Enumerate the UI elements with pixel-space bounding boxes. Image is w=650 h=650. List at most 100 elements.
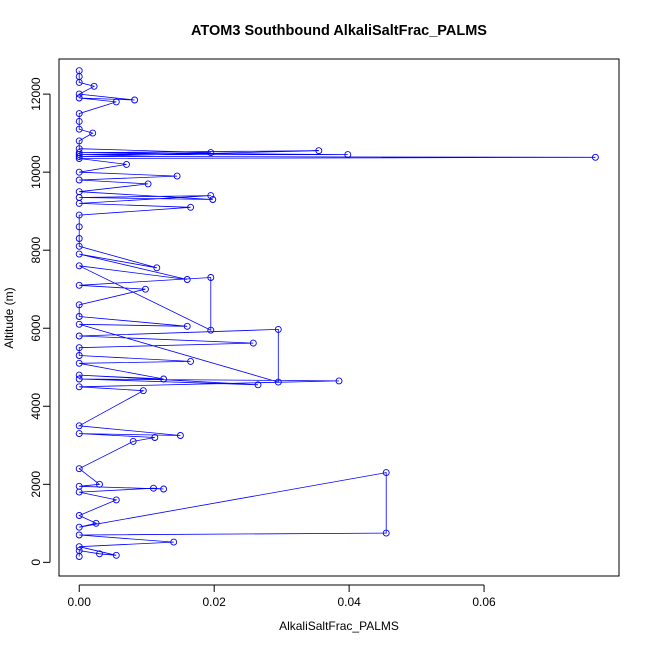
data-point — [75, 281, 83, 289]
series-layer — [75, 67, 599, 560]
data-point — [75, 223, 83, 231]
data-point — [75, 543, 83, 551]
y-tick-label: 2000 — [29, 471, 43, 498]
data-point — [75, 352, 83, 359]
data-point — [160, 375, 168, 383]
data-point — [75, 94, 83, 102]
data-point — [75, 242, 83, 250]
x-tick-label: 0.00 — [68, 595, 92, 609]
data-point — [75, 125, 83, 133]
data-point — [274, 325, 282, 333]
data-point — [254, 381, 262, 389]
data-point — [344, 151, 352, 159]
data-point — [315, 147, 323, 155]
data-point — [75, 547, 83, 555]
data-point — [139, 387, 147, 395]
data-point — [150, 484, 157, 492]
data-point — [92, 519, 100, 527]
data-point — [75, 145, 83, 153]
y-tick-label: 12000 — [29, 77, 43, 111]
data-point — [75, 430, 83, 438]
data-point — [183, 276, 191, 283]
x-axis-label: AlkaliSaltFrac_PALMS — [279, 619, 399, 633]
y-axis: 0 2000 4000 6000 8000 10000 12000 — [29, 77, 51, 566]
data-point — [75, 383, 83, 391]
data-point — [207, 274, 215, 281]
data-point — [90, 82, 98, 90]
data-point — [75, 211, 83, 219]
data-point — [75, 117, 83, 125]
data-point — [187, 357, 195, 365]
data-point — [187, 203, 195, 211]
y-tick-label: 6000 — [29, 315, 43, 342]
x-tick-label: 0.06 — [472, 595, 496, 609]
data-point — [274, 378, 282, 386]
x-tick-label: 0.02 — [203, 595, 227, 609]
chart-title: ATOM3 Southbound AlkaliSaltFrac_PALMS — [191, 23, 487, 39]
data-point — [170, 538, 178, 546]
data-point — [89, 129, 97, 137]
data-point — [75, 320, 83, 328]
plot-frame — [58, 58, 620, 577]
y-tick-label: 10000 — [29, 155, 43, 189]
y-axis-label: Altitude (m) — [2, 287, 16, 348]
data-point — [75, 332, 83, 340]
data-point — [129, 437, 137, 445]
data-point — [75, 67, 83, 75]
data-point — [591, 153, 599, 161]
data-point — [75, 482, 83, 490]
x-axis: 0.00 0.02 0.04 0.06 — [68, 584, 496, 609]
data-point — [141, 285, 149, 293]
data-point — [183, 322, 191, 330]
y-tick-label: 4000 — [29, 393, 43, 420]
data-point — [75, 235, 83, 242]
y-tick-label: 8000 — [29, 237, 43, 264]
data-point — [131, 96, 139, 104]
data-point — [75, 90, 83, 98]
data-point — [382, 529, 390, 537]
data-point — [75, 149, 83, 157]
data-point — [75, 512, 83, 519]
data-point — [75, 176, 83, 184]
data-point — [75, 188, 83, 196]
data-point — [207, 149, 215, 157]
data-point — [151, 434, 159, 441]
data-point — [335, 377, 343, 385]
data-point — [75, 344, 83, 352]
data-point — [112, 551, 120, 559]
data-point — [249, 339, 257, 347]
data-point — [75, 531, 83, 539]
data-point — [153, 264, 161, 272]
data-point — [96, 550, 103, 558]
data-point — [207, 192, 215, 200]
series-line — [77, 70, 596, 557]
data-point — [75, 465, 83, 473]
x-tick-label: 0.04 — [337, 595, 361, 609]
data-point — [75, 250, 83, 258]
data-point — [173, 172, 181, 180]
data-point — [123, 160, 130, 168]
data-point — [112, 496, 120, 504]
data-point — [75, 110, 83, 118]
data-point — [75, 375, 83, 383]
data-point — [75, 359, 83, 367]
data-point — [382, 469, 390, 477]
data-point — [144, 180, 152, 188]
data-point — [75, 137, 83, 145]
data-point — [75, 422, 83, 430]
y-tick-label: 0 — [29, 559, 43, 566]
data-point — [160, 485, 168, 493]
data-point — [75, 168, 83, 176]
series-0 — [75, 67, 599, 560]
data-point — [75, 371, 83, 379]
data-point — [75, 262, 83, 270]
data-point — [209, 196, 217, 203]
data-point — [176, 432, 184, 439]
data-point — [75, 523, 83, 531]
data-point — [112, 98, 120, 106]
data-point — [207, 326, 215, 334]
data-point — [96, 480, 103, 488]
data-point — [75, 153, 83, 160]
data-point — [75, 301, 83, 309]
